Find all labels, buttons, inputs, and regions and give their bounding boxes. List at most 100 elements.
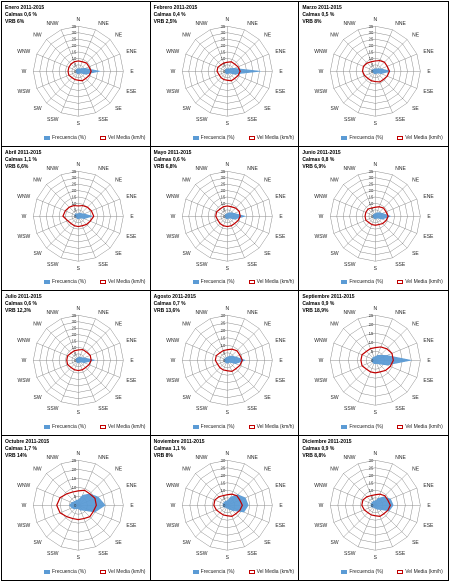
direction-label: S [77,410,81,416]
legend-frecuencia: Frecuencia (%) [44,424,86,430]
wind-rose-chart: 05101520253035NNNENEENEEESESESSESSSWSWWS… [2,291,151,436]
tick-label: 25 [369,313,374,318]
chart-legend: Frecuencia (%)Vel Media (km/h) [44,424,159,431]
legend-vel-media-label: Vel Media (km/h) [405,569,443,575]
tick-label: 15 [369,49,374,54]
direction-label: NW [331,177,340,183]
direction-label: WSW [18,378,31,384]
legend-vel-media-label: Vel Media (km/h) [108,569,146,575]
wind-rose-chart: 051015202530NNNENEENEEESESESSESSSWSWWSWW… [151,291,300,436]
direction-label: SSE [247,262,258,268]
direction-label: N [374,17,378,23]
legend-vel-media: Vel Media (km/h) [397,569,443,575]
direction-label: WNW [166,338,179,344]
direction-label: SW [33,106,41,112]
tick-label: 15 [369,480,374,485]
legend-frecuencia-label: Frecuencia (%) [201,569,235,575]
direction-label: NNW [46,166,58,172]
tick-label: 15 [220,480,225,485]
tick-label: 25 [72,326,77,331]
tick-label: 20 [72,43,77,48]
direction-label: SSW [196,117,208,123]
chart-legend: Frecuencia (%) Vel Media (km/h) [341,569,450,576]
direction-label: WSW [18,522,31,528]
wind-rose-chart: 05101520253035NNNENEENEEESESESSESSSWSWWS… [2,147,151,292]
grid-spoke [195,360,227,392]
direction-label: NNW [195,166,207,172]
tick-label: 25 [220,465,225,470]
legend-frecuencia: Frecuencia (%) [193,569,235,575]
legend-vel-media: Vel Media (km/h) [397,135,443,141]
chart-legend: Frecuencia (%)Vel Media (km/h) [193,135,308,142]
direction-label: SW [33,539,41,545]
direction-label: SSW [47,406,59,412]
direction-label: SSW [196,406,208,412]
direction-label: ENE [126,194,137,200]
direction-label: SE [264,106,271,112]
direction-label: E [428,503,432,509]
tick-label: 10 [72,484,77,489]
direction-label: WSW [166,522,179,528]
tick-label: 10 [220,200,225,205]
legend-frecuencia: Frecuencia (%) [341,424,383,430]
legend-vel-media: Vel Media (km/h) [397,279,443,285]
grid-spoke [195,505,227,537]
direction-label: E [279,69,283,75]
tick-label: 35 [220,24,225,29]
tick-label: 20 [72,188,77,193]
legend-vel-media: Vel Media (km/h) [249,279,295,285]
tick-label: 10 [369,340,374,345]
tick-label: 25 [369,37,374,42]
direction-label: W [22,358,27,364]
legend-frecuencia: Frecuencia (%) [341,569,383,575]
tick-label: 20 [220,188,225,193]
tick-label: 35 [369,168,374,173]
tick-label: 10 [369,56,374,61]
direction-label: SSW [344,406,356,412]
direction-label: WNW [166,49,179,55]
tick-label: 10 [369,487,374,492]
legend-swatch-vel-media [397,136,403,140]
direction-label: NW [33,321,42,327]
direction-label: NW [182,177,191,183]
direction-label: ESE [275,89,286,95]
direction-label: SSE [247,406,258,412]
direction-label: N [77,306,81,312]
legend-swatch-frecuencia [341,280,347,284]
legend-frecuencia: Frecuencia (%) [44,279,86,285]
direction-label: ESE [275,233,286,239]
direction-label: N [225,162,229,168]
tick-label: 35 [369,24,374,29]
direction-label: ENE [275,194,286,200]
grid-spoke [227,328,259,360]
legend-swatch-frecuencia [193,280,199,284]
legend-vel-media: Vel Media (km/h) [249,424,295,430]
legend-swatch-frecuencia [44,136,50,140]
direction-label: ESE [126,378,137,384]
direction-label: E [279,214,283,220]
direction-label: WNW [166,194,179,200]
direction-label: ESE [275,522,286,528]
direction-label: SSE [247,117,258,123]
wind-rose-chart: 051015202530NNNENEENEEESESESSESSSWSWWSWW… [299,436,448,581]
legend-swatch-vel-media [249,570,255,574]
direction-label: SE [115,539,122,545]
direction-label: WNW [17,49,30,55]
series-frecuencia [76,68,100,74]
grid-spoke [344,505,376,537]
tick-label: 10 [220,56,225,61]
direction-label: NNE [98,166,109,172]
direction-label: W [170,214,175,220]
direction-label: SW [331,395,339,401]
direction-label: SSW [196,262,208,268]
direction-label: W [319,358,324,364]
direction-label: SE [412,250,419,256]
tick-label: 20 [369,322,374,327]
direction-label: E [279,358,283,364]
direction-label: NNW [195,310,207,316]
tick-label: 25 [220,37,225,42]
